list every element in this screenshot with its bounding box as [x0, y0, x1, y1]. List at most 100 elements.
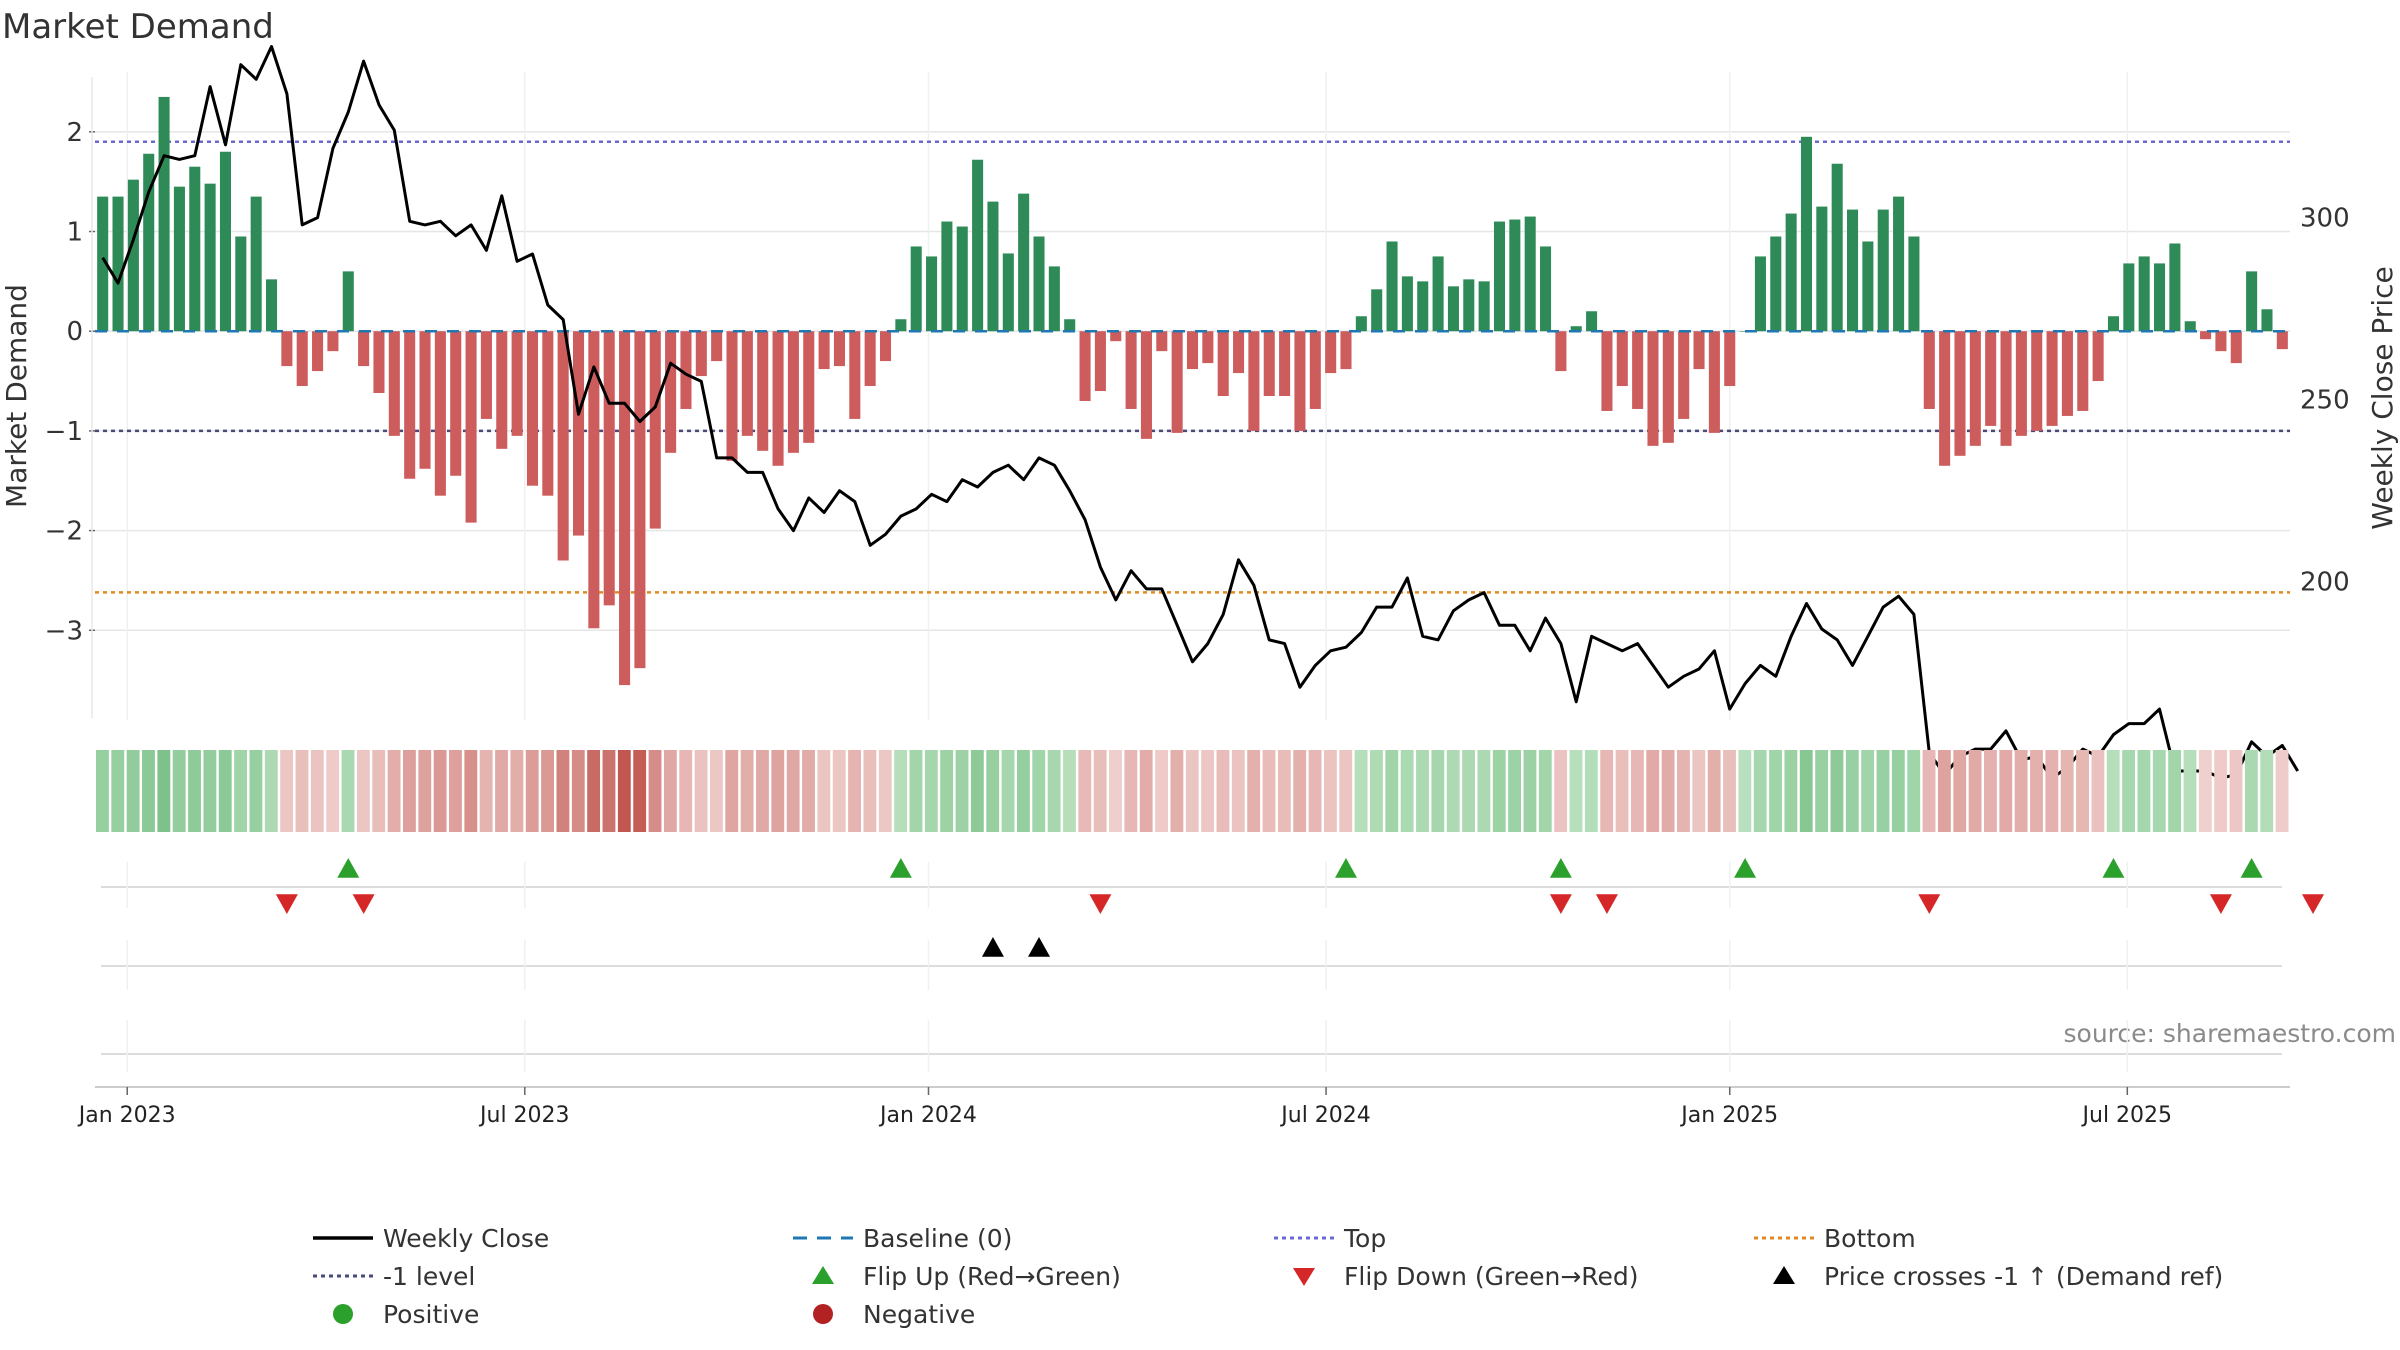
heat-strip-tile	[1907, 750, 1921, 832]
heat-strip-tile	[2275, 750, 2289, 832]
heat-strip-tile	[418, 750, 432, 832]
heat-strip-tile	[725, 750, 739, 832]
demand-bar	[1401, 276, 1413, 332]
heat-strip-tile	[1262, 750, 1276, 832]
demand-bar	[419, 331, 431, 469]
demand-bar	[143, 153, 155, 332]
heat-strip-tile	[2214, 750, 2228, 832]
demand-bar	[1033, 236, 1045, 332]
heat-strip-tile	[1984, 750, 1997, 832]
demand-bar	[281, 331, 293, 367]
legend-item: Bottom	[1754, 1224, 1916, 1253]
demand-bar	[1340, 331, 1352, 370]
legend-label: Bottom	[1824, 1224, 1916, 1253]
heat-strip-tile	[1032, 750, 1046, 832]
heat-strip-tile	[1784, 750, 1798, 832]
heat-strip-tile	[1554, 750, 1568, 832]
demand-bar	[388, 331, 400, 436]
demand-bar	[1294, 331, 1306, 431]
demand-bar	[1939, 331, 1951, 466]
demand-bar	[2107, 316, 2120, 332]
heat-strip-tile	[172, 750, 186, 832]
demand-bar	[2169, 243, 2181, 332]
heat-strip-tile	[2183, 750, 2197, 832]
heat-strip-tile	[909, 750, 923, 832]
heat-strip-tile	[771, 750, 785, 832]
heat-strip-tile	[372, 750, 386, 832]
heat-strip-tile	[1216, 750, 1230, 832]
heat-strip-tile	[1677, 750, 1690, 832]
demand-bar	[2154, 263, 2166, 332]
demand-bar	[2061, 331, 2073, 416]
demand-bar	[1800, 136, 1813, 332]
y-tick-label: 0	[66, 317, 83, 347]
heat-strip-tile	[1799, 750, 1813, 832]
demand-bar	[158, 96, 170, 332]
heat-strip-tile	[1692, 750, 1706, 832]
heat-strip-tile	[1922, 750, 1936, 832]
legend-item: -1 level	[313, 1262, 475, 1291]
demand-bar	[1724, 331, 1736, 387]
demand-bar	[2261, 309, 2273, 332]
demand-bar	[1447, 286, 1459, 332]
legend-triangle-up-icon	[812, 1266, 834, 1284]
heat-strip-tile	[1753, 750, 1767, 832]
chart-title: Market Demand	[2, 7, 274, 47]
weekly-close-line	[101, 45, 2299, 780]
heat-strip-tile	[2076, 750, 2089, 832]
demand-bar	[2200, 331, 2212, 340]
heat-strip-tile	[878, 750, 892, 832]
demand-bar	[619, 331, 631, 686]
heat-strip-tile	[1277, 750, 1291, 832]
demand-bar	[1524, 216, 1536, 332]
heat-strip-tile	[1569, 750, 1583, 832]
demand-bar	[680, 331, 692, 409]
heat-strip-tile	[356, 750, 370, 832]
demand-bar	[1816, 206, 1828, 332]
demand-bar	[250, 196, 262, 332]
demand-bar	[803, 331, 815, 443]
heat-strip-tile	[986, 750, 1000, 832]
heat-strip-tile	[1646, 750, 1660, 832]
heat-strip-tile	[955, 750, 969, 832]
heat-strip-tile	[464, 750, 478, 832]
legend-item: Weekly Close	[313, 1224, 549, 1253]
demand-bar	[772, 331, 784, 466]
demand-bar	[2276, 331, 2288, 350]
demand-bar	[895, 319, 907, 332]
demand-bar	[373, 331, 385, 394]
heat-strip-tile	[571, 750, 585, 832]
heat-strip-tile	[679, 750, 693, 832]
demand-bar	[1662, 331, 1674, 443]
heat-strip-tile	[2168, 750, 2182, 832]
demand-bar	[1693, 331, 1705, 370]
heat-strip-tile	[203, 750, 217, 832]
heat-strip-tile	[1339, 750, 1353, 832]
demand-bar	[112, 196, 124, 332]
flip-down-marker	[2209, 894, 2232, 914]
heat-strip-tile	[2229, 750, 2243, 832]
heat-strip-tile	[402, 750, 416, 832]
x-tick-label: Jul 2024	[1279, 1103, 1371, 1128]
heat-strip-tile	[894, 750, 908, 832]
heat-strip-tile	[2091, 750, 2105, 832]
heat-strip-tile	[617, 750, 631, 832]
heat-strip-tile	[157, 750, 171, 832]
demand-bar	[572, 331, 585, 536]
heat-strip-tile	[832, 750, 846, 832]
legend-item: Negative	[813, 1300, 975, 1329]
heat-strip-tile	[1707, 750, 1721, 832]
demand-bar	[1233, 331, 1245, 374]
demand-bar	[2046, 331, 2058, 426]
demand-bar	[219, 151, 231, 332]
x-tick-label: Jan 2024	[878, 1103, 977, 1128]
x-tick-label: Jan 2025	[1679, 1103, 1778, 1128]
demand-bar	[342, 271, 354, 332]
flip-down-marker	[275, 894, 298, 914]
heat-strip-tile	[341, 750, 355, 832]
demand-bar	[1248, 331, 1260, 431]
axes: 2 1 0 −1 −2 −3 300 250 200	[45, 77, 2350, 718]
legend-item: Positive	[333, 1300, 479, 1329]
heat-strip-tile	[1477, 750, 1491, 832]
